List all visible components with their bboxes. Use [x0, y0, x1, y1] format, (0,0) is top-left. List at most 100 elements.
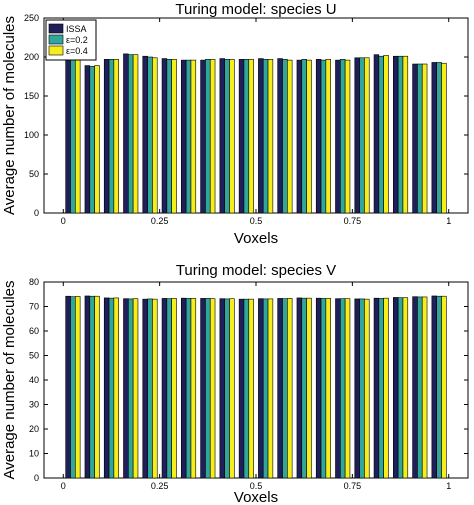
bar — [147, 298, 153, 479]
bar — [128, 298, 134, 479]
x-tick-label: 0 — [61, 216, 66, 226]
legend-label: ISSA — [66, 24, 87, 34]
bar — [267, 59, 274, 214]
x-axis-label: Voxels — [234, 489, 278, 505]
y-tick-label: 60 — [29, 326, 39, 336]
bar — [238, 59, 245, 214]
x-tick-label: 0.75 — [344, 481, 362, 491]
bar — [166, 59, 172, 214]
bar — [373, 297, 380, 479]
bar — [383, 297, 389, 479]
bar — [325, 59, 331, 214]
bar — [417, 296, 423, 479]
bar — [306, 297, 312, 479]
x-tick-label: 0.75 — [344, 216, 362, 226]
bar — [70, 296, 76, 479]
bar — [152, 57, 158, 214]
bar — [171, 298, 177, 479]
bar — [335, 59, 341, 214]
bar — [431, 295, 437, 479]
bar — [344, 59, 351, 214]
legend-label: ε=0.4 — [66, 46, 88, 56]
bar — [301, 297, 307, 479]
bar — [421, 63, 428, 214]
bar — [248, 59, 254, 214]
bar — [393, 55, 399, 214]
bar — [209, 59, 216, 214]
bar — [340, 59, 346, 214]
bar — [431, 62, 437, 214]
bar — [248, 298, 254, 479]
bar — [306, 59, 312, 214]
bar — [113, 297, 119, 479]
bar — [161, 298, 168, 479]
bar — [205, 298, 211, 479]
y-tick-label: 20 — [29, 424, 39, 434]
bar — [267, 298, 274, 479]
bar — [209, 298, 216, 479]
bar — [128, 54, 134, 214]
bar — [108, 59, 115, 214]
bar — [296, 59, 303, 214]
chart-title: Turing model: species V — [176, 262, 336, 279]
bar — [359, 57, 365, 214]
y-tick-label: 200 — [24, 52, 39, 62]
bar — [65, 295, 71, 479]
bar — [152, 298, 158, 479]
bar — [364, 57, 370, 214]
bar — [142, 298, 148, 479]
y-tick-label: 250 — [24, 13, 39, 23]
bar — [123, 298, 129, 479]
bar — [89, 66, 95, 214]
bar — [315, 297, 322, 479]
bar — [224, 59, 230, 214]
bar — [84, 65, 91, 214]
bar — [243, 59, 250, 214]
y-tick-label: 150 — [24, 91, 39, 101]
bar — [243, 298, 250, 479]
bar — [397, 55, 404, 214]
bar — [258, 58, 264, 214]
chart-panel-2: 0 10 20 30 40 50 60 70 80 0 0.25 0.5 0.75 1 Turing mod… — [1, 262, 469, 505]
bar — [378, 298, 384, 479]
bar — [65, 58, 71, 214]
bar — [436, 62, 442, 214]
chart-title: Turing model: species U — [175, 1, 336, 18]
bar — [325, 298, 331, 479]
bar — [287, 59, 293, 214]
bar — [397, 297, 404, 479]
bar — [354, 57, 360, 214]
bar — [229, 59, 235, 214]
bar — [262, 298, 269, 479]
bar — [75, 296, 81, 479]
bar — [296, 297, 303, 479]
y-tick-label: 100 — [24, 130, 39, 140]
bar — [229, 298, 235, 479]
bar — [282, 59, 288, 214]
bar — [181, 59, 187, 214]
bar — [75, 59, 81, 214]
x-tick-label: 1 — [446, 481, 451, 491]
bar — [344, 298, 351, 479]
bar — [205, 59, 211, 214]
bar — [441, 295, 447, 479]
bar — [282, 298, 288, 479]
bar — [200, 59, 206, 214]
legend-swatch — [48, 23, 64, 34]
bar — [147, 56, 153, 214]
bar — [402, 297, 409, 479]
bar — [277, 298, 283, 479]
bar — [340, 298, 346, 479]
y-tick-label: 80 — [29, 277, 39, 287]
bar — [89, 295, 95, 479]
bar — [103, 59, 110, 214]
y-axis-label: Average number of molecules — [1, 281, 18, 480]
bar — [142, 55, 148, 214]
bar — [166, 298, 172, 479]
x-tick-label: 0.25 — [151, 481, 169, 491]
bar — [373, 54, 380, 214]
y-tick-label: 0 — [34, 473, 39, 483]
x-tick-label: 0.5 — [250, 216, 263, 226]
